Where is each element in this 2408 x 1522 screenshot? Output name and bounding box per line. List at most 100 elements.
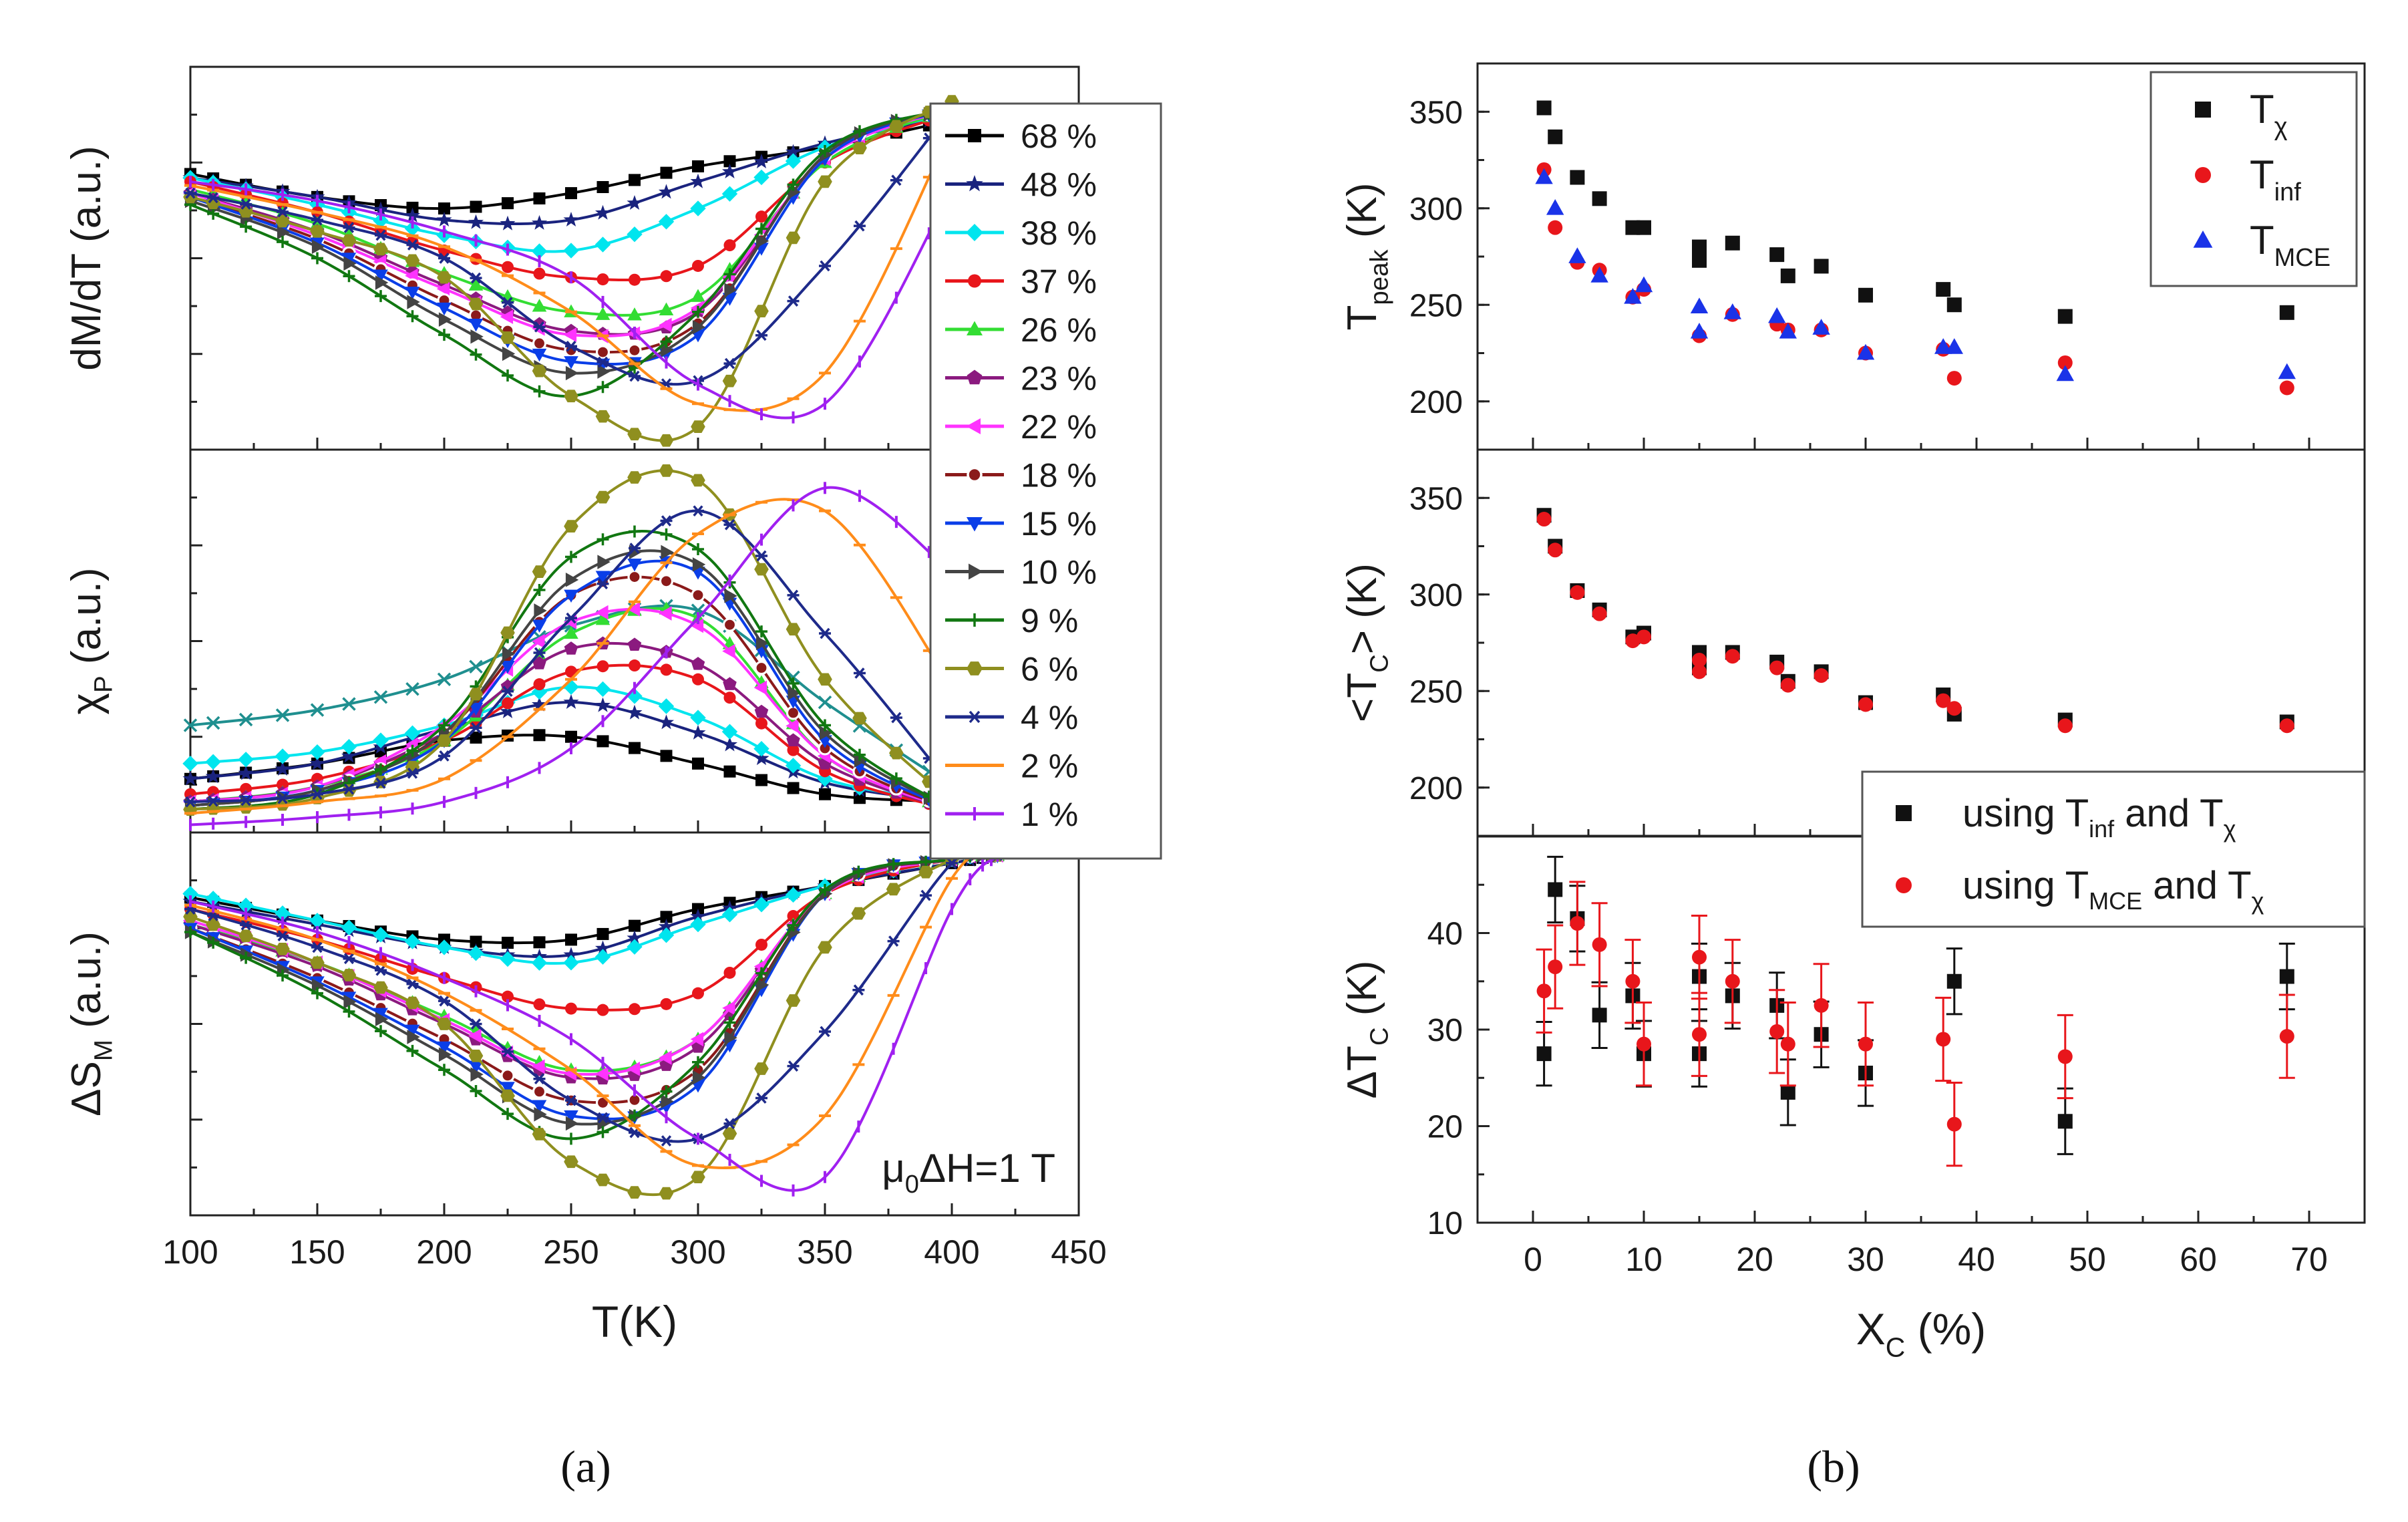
data-point	[721, 724, 738, 740]
legend-label: TMCE	[2250, 218, 2331, 272]
data-point	[723, 1118, 736, 1130]
series-TMCE	[1535, 168, 2296, 382]
data-point	[470, 329, 484, 344]
data-point	[564, 520, 578, 532]
data-point	[1692, 253, 1707, 268]
data-point	[596, 1004, 609, 1016]
data-point	[311, 987, 323, 1000]
legend-swatch-marker	[967, 517, 983, 532]
legend-item: 6 %	[945, 651, 1078, 688]
data-point	[1637, 1036, 1651, 1052]
data-point	[404, 207, 421, 222]
data-point	[722, 617, 737, 632]
data-point	[310, 956, 325, 969]
data-point	[375, 964, 387, 976]
data-point	[343, 1005, 355, 1018]
data-point	[722, 374, 737, 388]
data-point	[785, 144, 802, 159]
data-point	[502, 990, 514, 1003]
data-point	[692, 557, 706, 572]
data-point	[920, 889, 932, 901]
x-tick-label: 40	[1958, 1241, 1995, 1278]
data-point	[754, 305, 769, 317]
data-point	[343, 994, 357, 1010]
data-point	[206, 196, 220, 210]
data-point	[533, 729, 546, 742]
data-point	[533, 321, 546, 333]
data-point	[438, 253, 450, 264]
data-point	[692, 757, 704, 770]
data-point	[659, 434, 674, 447]
data-point	[1858, 287, 1873, 303]
data-point	[309, 744, 325, 760]
data-point	[629, 525, 641, 538]
data-point	[2279, 305, 2294, 320]
data-point	[470, 731, 482, 744]
legend-label: 9 %	[1021, 602, 1078, 639]
legend-swatch-marker	[2195, 102, 2211, 118]
legend-swatch-marker	[966, 418, 981, 434]
data-point	[1635, 276, 1653, 293]
series-9pct	[184, 849, 1004, 1145]
data-point	[627, 704, 643, 720]
data-point	[723, 239, 736, 252]
data-point	[502, 646, 516, 661]
y-tick-label: 20	[1427, 1110, 1463, 1145]
data-point	[595, 307, 611, 320]
data-point	[724, 283, 737, 297]
data-point	[660, 166, 673, 179]
data-point	[889, 746, 904, 760]
data-point	[375, 1025, 387, 1038]
data-point	[629, 659, 641, 672]
x-tick-label: 70	[2290, 1241, 2328, 1278]
data-point	[240, 794, 252, 806]
data-point	[755, 938, 767, 951]
legend-panel-a: 68 % 48 % 38 % 37 % 26 % 23 % 22 % 18 % 15 % 10 %…	[929, 102, 1162, 860]
data-point	[277, 969, 289, 981]
y-axis-label: dM/dT (a.u.)	[63, 146, 110, 371]
data-point	[342, 697, 356, 711]
data-point	[436, 939, 452, 955]
data-point	[1780, 1036, 1795, 1052]
series-line	[190, 486, 953, 826]
data-point	[1637, 629, 1651, 645]
data-point	[1536, 100, 1552, 116]
data-point	[311, 252, 323, 265]
data-point	[690, 916, 706, 933]
y-axis-label-part: T	[1339, 305, 1385, 331]
data-point	[2057, 1049, 2073, 1064]
data-point	[375, 777, 387, 789]
data-point	[1725, 649, 1740, 664]
data-point	[373, 690, 388, 704]
data-point	[375, 1012, 389, 1027]
data-point	[691, 588, 705, 603]
data-point	[723, 966, 736, 979]
legend-label-part: χ	[2252, 887, 2264, 915]
legend-label: 23 %	[1021, 360, 1097, 398]
data-point	[206, 918, 220, 931]
data-point	[277, 236, 289, 249]
data-point	[532, 656, 546, 669]
data-point	[786, 733, 800, 747]
data-point	[819, 883, 831, 896]
data-point	[594, 204, 611, 220]
data-point	[658, 214, 675, 230]
series-usingTMCEandT	[1536, 881, 2295, 1167]
data-point	[531, 955, 548, 971]
legend-label-part: χ	[2224, 815, 2236, 843]
legend-swatch-marker	[967, 661, 983, 675]
x-tick-label: 350	[797, 1233, 852, 1271]
data-point	[629, 543, 641, 554]
data-point	[502, 937, 514, 949]
data-point	[1946, 371, 1962, 386]
data-point	[723, 1016, 736, 1029]
data-point	[311, 239, 325, 255]
legend-item: 4 %	[945, 699, 1078, 736]
data-point	[723, 155, 736, 168]
data-point	[1568, 247, 1586, 263]
data-point	[594, 697, 611, 712]
legend-item: 10 %	[945, 554, 1097, 591]
data-point	[755, 967, 767, 979]
